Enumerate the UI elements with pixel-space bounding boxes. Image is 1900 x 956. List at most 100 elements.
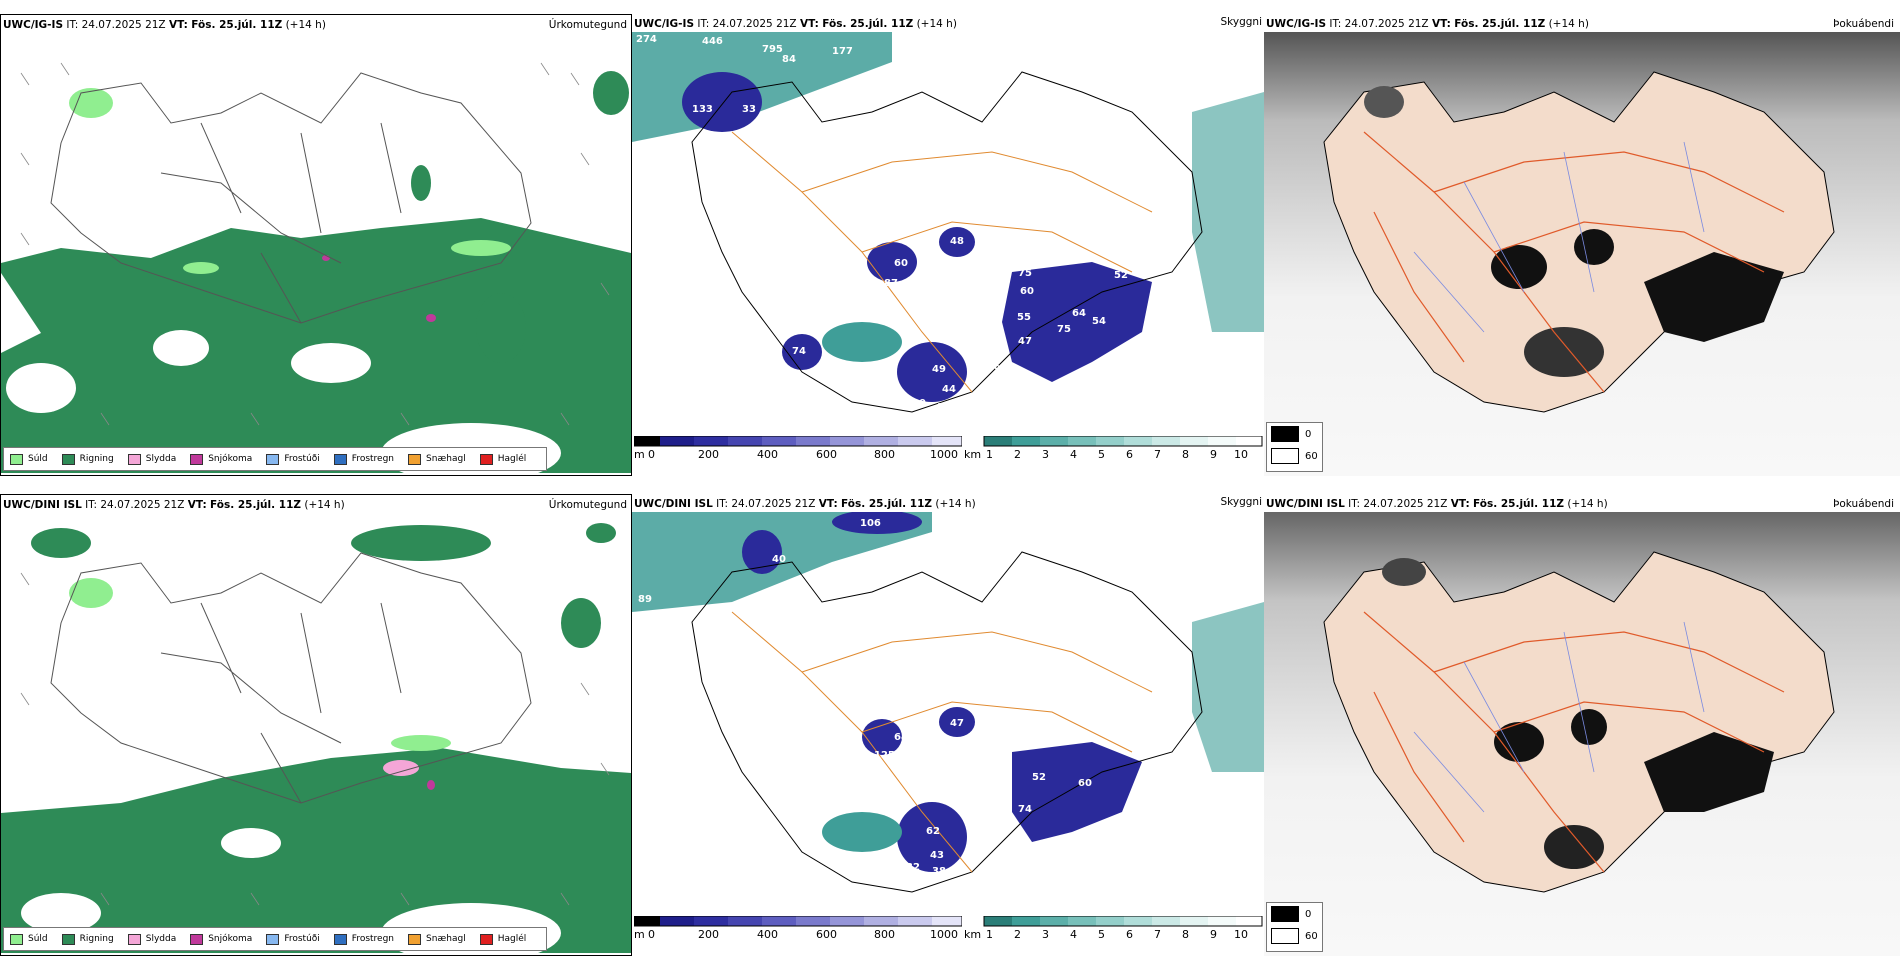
legend-item: Súld [10,453,48,465]
legend-item: Haglél [479,933,526,945]
panel-header: UWC/IG-IS IT: 24.07.2025 21Z VT: Fös. 25… [3,19,326,31]
roads [1363,611,1785,873]
precip-panel-top: UWC/IG-IS IT: 24.07.2025 21Z VT: Fös. 25… [0,14,632,476]
svg-text:74: 74 [1018,804,1032,815]
svg-text:55: 55 [1017,312,1031,323]
roads [1363,131,1785,393]
svg-text:64: 64 [1072,308,1086,319]
svg-text:48: 48 [950,236,964,247]
svg-text:60: 60 [1078,778,1092,789]
fog-panel-top: UWC/IG-IS IT: 24.07.2025 21Z VT: Fös. 25… [1264,14,1900,476]
rain-areas [1,71,631,473]
svg-text:795: 795 [762,44,783,55]
svg-text:79: 79 [987,364,1001,375]
panel-header: UWC/IG-IS IT: 24.07.2025 21Z VT: Fös. 25… [1266,18,1589,30]
svg-text:133: 133 [692,104,713,115]
svg-text:60: 60 [894,258,908,269]
svg-text:54: 54 [1092,316,1106,327]
rivers [1413,141,1705,333]
legend-item: Frostregn [333,453,394,465]
visibility-colorbar: km 1 2 3 4 5 6 7 8 9 10 [964,916,1264,952]
svg-text:125: 125 [874,750,895,761]
rivers [1413,621,1705,813]
cloud-panel-bottom: UWC/DINI ISL IT: 24.07.2025 21Z VT: Fös.… [632,494,1264,956]
wind-barbs [20,62,610,426]
svg-text:52: 52 [1032,772,1046,783]
legend-item: Snjókoma [190,933,252,945]
panel-title: Þokuábendi [1833,498,1894,510]
svg-text:446: 446 [702,36,723,47]
cloud-panel-top: UWC/IG-IS IT: 24.07.2025 21Z VT: Fös. 25… [632,14,1264,476]
precip-type-legend: Súld Rigning Slydda Snjókoma Frostúði Fr… [3,927,548,951]
fog-areas [1364,86,1784,377]
svg-text:62: 62 [926,826,940,837]
legend-item: Frostúði [266,933,320,945]
svg-text:70: 70 [977,822,991,833]
visibility-colorbar: km 1 2 3 4 5 6 7 8 9 10 [964,436,1264,472]
legend-item: Súld [10,933,48,945]
svg-text:60: 60 [1020,286,1034,297]
legend-item: Haglél [479,453,526,465]
roads [731,131,1153,393]
fog-areas [1382,558,1774,869]
iceland-coastline [691,551,1203,893]
svg-text:84: 84 [782,54,796,65]
svg-text:38: 38 [932,866,946,877]
svg-text:49: 49 [932,364,946,375]
cloud-base-labels: 106 89 40 64 47 125 52 60 74 70 62 43 32… [638,518,1092,877]
panel-header: UWC/DINI ISL IT: 24.07.2025 21Z VT: Fös.… [1266,498,1608,510]
cloud-base-labels: 274 446 795 84 177 133 33 83 60 48 75 52… [636,34,1128,413]
precip-panel-bottom: UWC/DINI ISL IT: 24.07.2025 21Z VT: Fös.… [0,494,632,956]
panel-title: Úrkomutegund [548,499,627,511]
panel-header: UWC/DINI ISL IT: 24.07.2025 21Z VT: Fös.… [3,499,345,511]
svg-text:100: 100 [802,820,823,831]
panel-header: UWC/DINI ISL IT: 24.07.2025 21Z VT: Fös.… [634,498,976,510]
svg-text:33: 33 [937,402,951,413]
colorbar-unit: km [964,928,982,941]
svg-text:52: 52 [1114,270,1128,281]
colorbar-unit: m [634,448,645,461]
svg-text:74: 74 [792,346,806,357]
panel-header: UWC/IG-IS IT: 24.07.2025 21Z VT: Fös. 25… [634,18,957,30]
svg-text:33: 33 [742,104,756,115]
legend-item: Snjókoma [190,453,252,465]
legend-item: Slydda [127,453,176,465]
svg-text:47: 47 [950,718,964,729]
svg-text:44: 44 [942,384,956,395]
svg-text:89: 89 [638,594,652,605]
wind-barbs [20,572,610,906]
precip-map [1,523,631,953]
cloud-map: 274 446 795 84 177 133 33 83 60 48 75 52… [632,32,1264,413]
iceland-coastline [50,72,532,324]
cloud-map: 106 89 40 64 47 125 52 60 74 70 62 43 32… [632,512,1264,893]
fog-panel-bottom: UWC/DINI ISL IT: 24.07.2025 21Z VT: Fös.… [1264,494,1900,956]
svg-text:274: 274 [636,34,657,45]
svg-text:87: 87 [884,278,898,289]
fog-map [1264,512,1900,956]
legend-item: Snæhagl [408,453,466,465]
legend-item: Snæhagl [408,933,466,945]
iceland-coastline [691,71,1203,413]
precip-type-legend: Súld Rigning Slydda Snjókoma Frostúði Fr… [3,447,548,471]
svg-text:83: 83 [782,102,796,113]
legend-item: Slydda [127,933,176,945]
panel-title: Skyggni [1220,16,1263,28]
legend-item: Rigning [61,933,114,945]
svg-text:47: 47 [1018,336,1032,347]
svg-text:30: 30 [912,398,926,409]
precip-map [1,62,631,473]
fog-legend: 0 60 [1266,902,1323,952]
low-cloud-areas [742,512,1142,872]
fog-legend: 0 60 [1266,422,1323,472]
cloud-base-colorbar: m 0 200 400 600 800 1000 [634,916,962,952]
colorbar-unit: km [964,448,982,461]
cloud-base-colorbar: m 0 200 400 600 800 1000 [634,436,962,472]
legend-item: Frostregn [333,933,394,945]
svg-text:64: 64 [894,732,908,743]
low-cloud-areas [782,227,1152,402]
svg-text:177: 177 [832,46,853,57]
panel-title: Þokuábendi [1833,18,1894,30]
colorbar-unit: m [634,928,645,941]
fog-map [1264,32,1900,476]
legend-item: Frostúði [266,453,320,465]
